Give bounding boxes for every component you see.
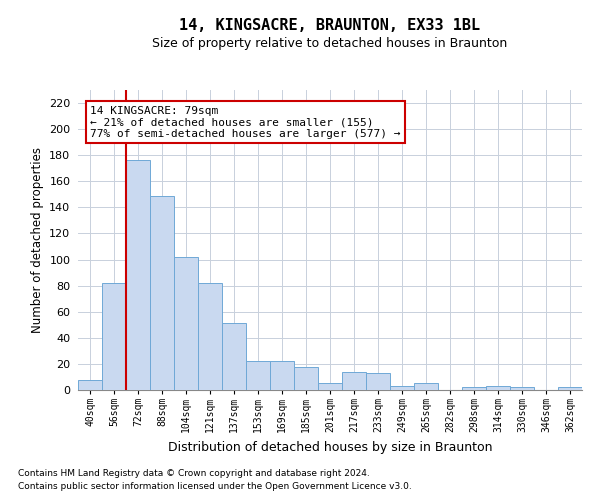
Text: 14, KINGSACRE, BRAUNTON, EX33 1BL: 14, KINGSACRE, BRAUNTON, EX33 1BL	[179, 18, 481, 32]
Bar	[270, 362, 294, 390]
Text: 14 KINGSACRE: 79sqm
← 21% of detached houses are smaller (155)
77% of semi-detac: 14 KINGSACRE: 79sqm ← 21% of detached ho…	[91, 106, 401, 139]
Bar	[366, 373, 390, 390]
Bar	[246, 362, 270, 390]
Bar	[174, 257, 198, 390]
Bar	[78, 380, 102, 390]
Bar	[462, 388, 486, 390]
Bar	[222, 324, 246, 390]
Bar	[390, 386, 414, 390]
Text: Size of property relative to detached houses in Braunton: Size of property relative to detached ho…	[152, 38, 508, 51]
Bar	[414, 384, 438, 390]
Bar	[486, 386, 510, 390]
X-axis label: Distribution of detached houses by size in Braunton: Distribution of detached houses by size …	[168, 440, 492, 454]
Bar	[318, 384, 342, 390]
Bar	[198, 283, 222, 390]
Bar	[294, 366, 318, 390]
Text: Contains public sector information licensed under the Open Government Licence v3: Contains public sector information licen…	[18, 482, 412, 491]
Bar	[150, 196, 174, 390]
Bar	[510, 388, 534, 390]
Bar	[558, 388, 582, 390]
Y-axis label: Number of detached properties: Number of detached properties	[31, 147, 44, 333]
Bar	[102, 283, 126, 390]
Bar	[126, 160, 150, 390]
Text: Contains HM Land Registry data © Crown copyright and database right 2024.: Contains HM Land Registry data © Crown c…	[18, 468, 370, 477]
Bar	[342, 372, 366, 390]
